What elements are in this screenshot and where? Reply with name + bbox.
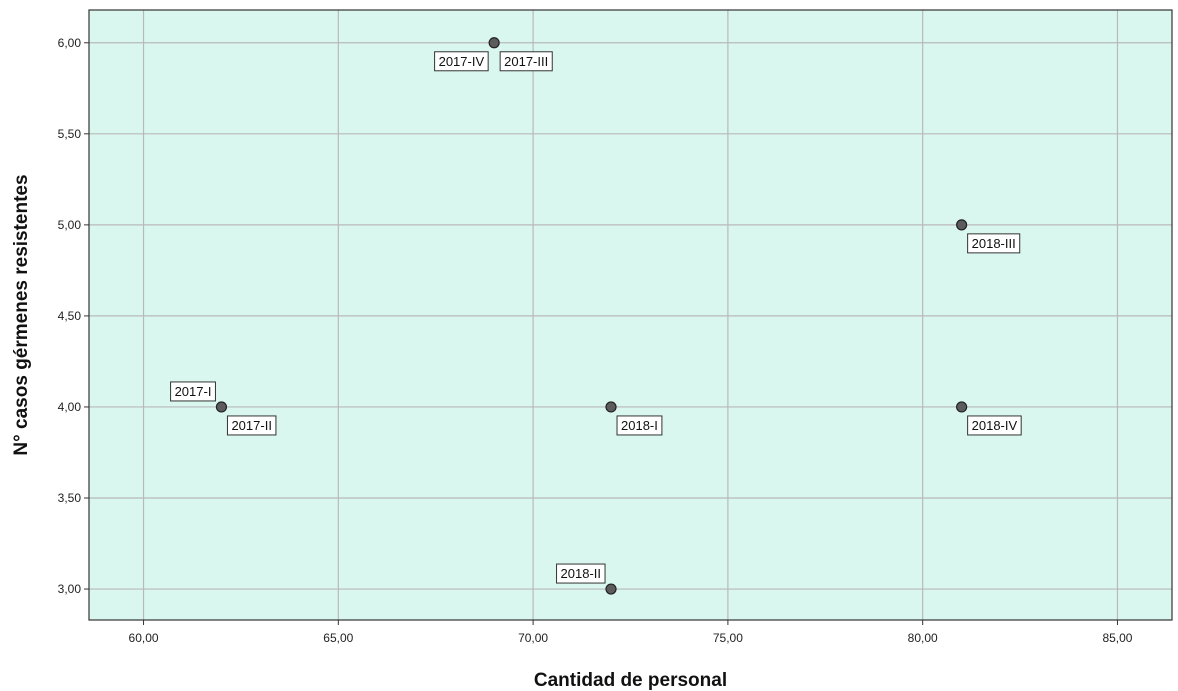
point-label: 2018-I — [616, 415, 663, 436]
point-label-text: 2018-IV — [972, 418, 1018, 433]
point-label: 2017-IV — [434, 51, 489, 72]
point-label-text: 2017-II — [231, 418, 271, 433]
point-label-box — [967, 415, 1022, 436]
data-points: 2017-I 2017-II 2017-IV 2017-III 2018-I 2018-I… — [170, 37, 1022, 595]
gridlines — [89, 10, 1172, 620]
point-label-box — [556, 563, 606, 584]
point-label: 2018-IV — [967, 415, 1022, 436]
y-tick-label: 4,00 — [58, 400, 82, 414]
x-tick-label: 75,00 — [713, 631, 743, 645]
data-point — [605, 583, 617, 595]
point-label-box — [434, 51, 489, 72]
point-label-box — [616, 415, 663, 436]
point-label-box — [170, 381, 216, 402]
plot-frame — [88, 9, 1173, 621]
y-tick-label: 4,50 — [58, 309, 82, 323]
y-axis-ticks: 3,00 3,50 4,00 4,50 5,00 5,50 6,00 — [58, 36, 89, 596]
point-label: 2017-I — [170, 381, 216, 402]
y-tick-label: 5,00 — [58, 218, 82, 232]
point-label-text: 2017-IV — [439, 54, 485, 69]
data-point-group: 2017-I 2017-II — [170, 381, 277, 436]
y-tick-label: 6,00 — [58, 36, 82, 50]
point-label-text: 2018-I — [621, 418, 658, 433]
x-tick-label: 65,00 — [323, 631, 353, 645]
point-label: 2018-III — [967, 233, 1021, 254]
point-label: 2018-II — [556, 563, 606, 584]
y-tick-label: 5,50 — [58, 127, 82, 141]
data-point — [956, 401, 968, 413]
data-point — [215, 401, 228, 413]
data-point — [605, 401, 617, 413]
x-tick-label: 80,00 — [908, 631, 938, 645]
data-point — [488, 37, 500, 49]
x-tick-label: 85,00 — [1102, 631, 1132, 645]
point-label-box — [226, 415, 277, 436]
x-tick-label: 70,00 — [518, 631, 548, 645]
data-point-group: 2018-II — [556, 563, 617, 595]
plot-area — [89, 10, 1172, 620]
x-axis-ticks: 60,00 65,00 70,00 75,00 80,00 85,00 — [129, 620, 1133, 645]
data-point-group: 2018-III — [956, 219, 1021, 254]
point-label-box — [499, 51, 553, 72]
point-label: 2017-II — [226, 415, 277, 436]
point-label-text: 2018-III — [972, 236, 1016, 251]
point-label-text: 2017-I — [175, 384, 212, 399]
data-point — [956, 219, 968, 231]
y-tick-label: 3,00 — [58, 582, 82, 596]
point-label-text: 2017-III — [504, 54, 548, 69]
x-axis-title: Cantidad de personal — [534, 670, 727, 691]
point-label: 2017-III — [499, 51, 553, 72]
data-point-group: 2018-IV — [956, 401, 1022, 436]
point-label-box — [967, 233, 1021, 254]
y-tick-label: 3,50 — [58, 491, 82, 505]
x-tick-label: 60,00 — [129, 631, 159, 645]
data-point-group: 2018-I — [605, 401, 663, 436]
data-point-group: 2017-IV 2017-III — [434, 37, 553, 72]
point-label-text: 2018-II — [561, 566, 601, 581]
y-axis-title: N° casos gérmenes resistentes — [11, 174, 32, 455]
